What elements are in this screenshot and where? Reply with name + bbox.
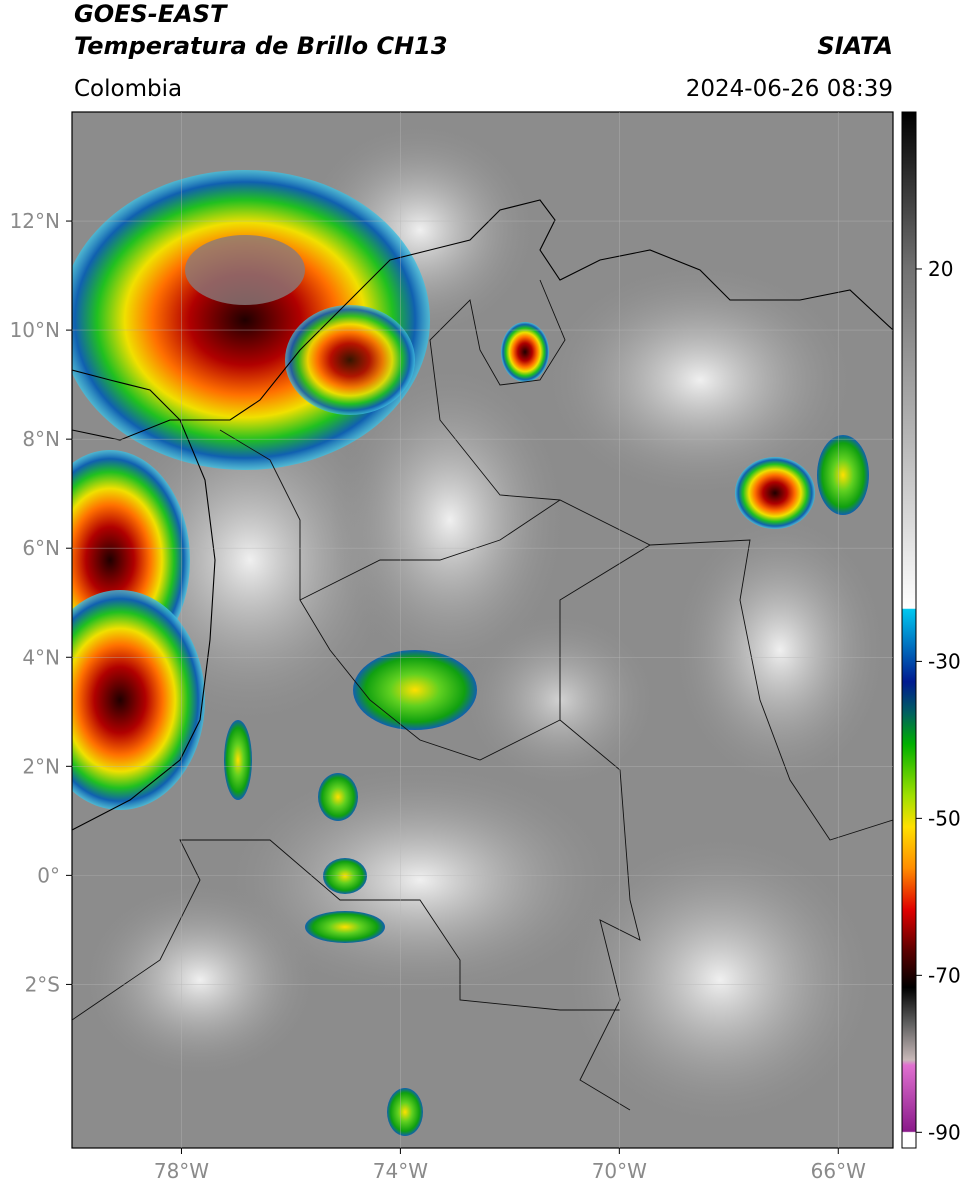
colorbar-tick-label: -90 [928, 1120, 961, 1144]
colorbar-tick-label: -50 [928, 806, 961, 830]
region-label: Colombia [74, 76, 182, 102]
datetime-label: 2024-06-26 08:39 [686, 76, 893, 102]
lon-tick-label: 70°W [592, 1159, 647, 1183]
lat-tick-label: 2°N [22, 754, 60, 778]
lat-tick-label: 10°N [10, 318, 60, 342]
lat-tick-label: 6°N [22, 536, 60, 560]
ticks: 78°W 74°W 70°W 66°W 12°N 10°N 8°N 6°N 4°N 2°N 0° 2°… [10, 112, 961, 1183]
map-frame [71, 111, 894, 1149]
lon-tick-label: 66°W [811, 1159, 866, 1183]
colorbar-tick-label: -70 [928, 963, 961, 987]
satellite-title: GOES-EAST [74, 0, 228, 28]
lat-tick-label: 8°N [22, 427, 60, 451]
lat-tick-label: 0° [37, 863, 60, 887]
colorbar-tick-label: -30 [928, 649, 961, 673]
colorbar [901, 111, 917, 1149]
lon-tick-label: 78°W [154, 1159, 209, 1183]
lat-tick-label: 12°N [10, 209, 60, 233]
lat-tick-label: 4°N [22, 645, 60, 669]
map-image [72, 112, 893, 1148]
source-label: SIATA [817, 32, 893, 60]
colorbar-tick-label: 20 [928, 257, 953, 281]
product-title: Temperatura de Brillo CH13 [74, 32, 448, 60]
lat-tick-label: 2°S [25, 972, 60, 996]
lon-tick-label: 74°W [373, 1159, 428, 1183]
